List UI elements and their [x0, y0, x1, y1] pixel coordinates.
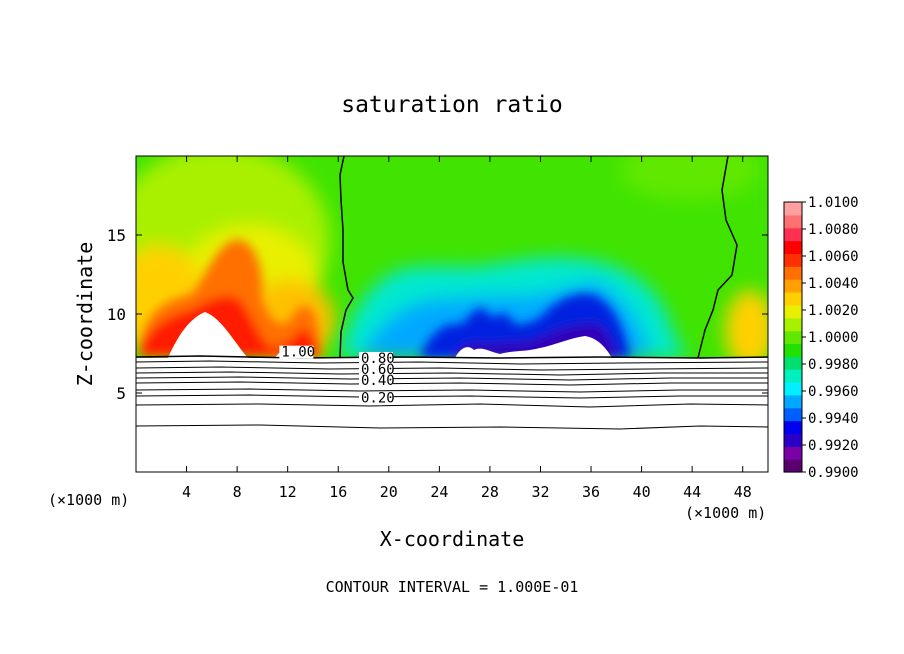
contour-label: 0.40: [361, 373, 395, 389]
colorbar-swatch: [784, 420, 802, 435]
colorbar-label: 1.0100: [808, 195, 859, 211]
colorbar-label: 0.9920: [808, 438, 859, 454]
colorbar-swatch: [784, 292, 802, 306]
x-tick-label: 28: [481, 483, 499, 501]
contour-interval-footer: CONTOUR INTERVAL = 1.000E-01: [326, 578, 579, 596]
colorbar-swatch: [784, 266, 802, 280]
contour-line: [136, 376, 768, 381]
colorbar-label: 0.9900: [808, 465, 859, 481]
contour-line: [136, 360, 768, 365]
colorbar-label: 1.0060: [808, 249, 859, 265]
contour-line: [136, 366, 768, 371]
contour-line: [136, 371, 768, 376]
contour-label-bg: [358, 391, 393, 405]
contour-line: [136, 403, 768, 408]
colorbar-swatch: [784, 304, 802, 319]
colorbar-swatch: [784, 202, 802, 216]
colorbar-label: 1.0080: [808, 222, 859, 238]
colorbar-swatch: [784, 240, 802, 255]
y-tick-label: 5: [116, 384, 126, 403]
x-tick-label: 20: [380, 483, 398, 501]
colorbar-swatch: [784, 317, 802, 332]
colorbar: 1.0100 1.0080 1.0060 1.0040 1.0020 1.0000 0.99…: [783, 195, 859, 481]
clear-air-hole-left: [168, 312, 248, 358]
colorbar-swatch: [784, 382, 802, 396]
colorbar-label: 1.0020: [808, 303, 859, 319]
chart-title: saturation ratio: [341, 92, 563, 118]
below-cloud-base-region: [136, 358, 768, 472]
colorbar-label: 1.0000: [808, 330, 859, 346]
colorbar-swatch: [784, 394, 802, 409]
x-tick-label: 16: [329, 483, 347, 501]
colorbar-swatch: [784, 343, 802, 357]
colorbar-swatch: [784, 459, 802, 473]
y-tick-label: 10: [107, 305, 126, 324]
x-tick-label: 48: [734, 483, 752, 501]
colorbar-label: 0.9940: [808, 411, 859, 427]
x-tick-label: 4: [182, 483, 191, 501]
colorbar-swatch: [784, 279, 802, 293]
colorbar-swatch: [784, 369, 802, 383]
contour-label: 0.60: [361, 362, 395, 378]
colorbar-swatch: [784, 214, 802, 229]
contour-label: 0.20: [361, 390, 395, 406]
field-zone: [725, 290, 768, 370]
contour-line: [136, 355, 768, 359]
x-tick-label: 32: [531, 483, 549, 501]
s-equals-one-contour-left: [339, 156, 354, 359]
heatmap-field: 1.00 0.800.600.400.20: [136, 156, 768, 472]
x-axis-label: X-coordinate: [380, 527, 525, 551]
colorbar-swatch: [784, 253, 802, 267]
x-tick-label: 44: [683, 483, 701, 501]
contour-line: [136, 388, 768, 393]
y-tick-label: 15: [107, 226, 126, 245]
colorbar-label: 0.9960: [808, 384, 859, 400]
colorbar-swatch: [784, 356, 802, 370]
x-tick-label: 40: [633, 483, 651, 501]
contour-label-bg: [358, 351, 393, 365]
contour-line: [136, 381, 768, 386]
y-axis: 5 10 15: [107, 226, 768, 403]
x-axis: 4 8 12 16 20 24 28 32 36 40 44 48: [182, 156, 752, 501]
colorbar-swatch: [784, 227, 802, 242]
x-tick-label: 36: [582, 483, 600, 501]
x-tick-label: 12: [279, 483, 297, 501]
colorbar-swatch: [784, 446, 802, 460]
x-tick-label: 24: [430, 483, 448, 501]
contour-labels: 1.00 0.800.600.400.20: [279, 345, 395, 406]
clear-air-hole-right: [455, 336, 612, 358]
colorbar-swatch: [784, 433, 802, 447]
y-axis-label: Z-coordinate: [73, 242, 97, 387]
colorbar-label: 1.0040: [808, 276, 859, 292]
colorbar-swatch: [784, 407, 802, 422]
contour-label: 1.00: [281, 345, 315, 361]
colorbar-label: 0.9980: [808, 357, 859, 373]
contour-label-bg: [279, 345, 314, 359]
contour-label-bg: [358, 374, 393, 388]
contour-label: 0.80: [361, 351, 395, 367]
colorbar-swatch: [784, 330, 802, 345]
x-unit-label-right: (×1000 m): [685, 504, 766, 522]
field-zone: [620, 156, 760, 200]
s-equals-one-contour-right: [697, 156, 738, 359]
contour-line: [136, 394, 768, 399]
contour-label-bg: [358, 363, 393, 377]
x-tick-label: 8: [233, 483, 242, 501]
x-unit-label-left: (×1000 m): [48, 491, 129, 509]
contour-line: [136, 424, 768, 430]
